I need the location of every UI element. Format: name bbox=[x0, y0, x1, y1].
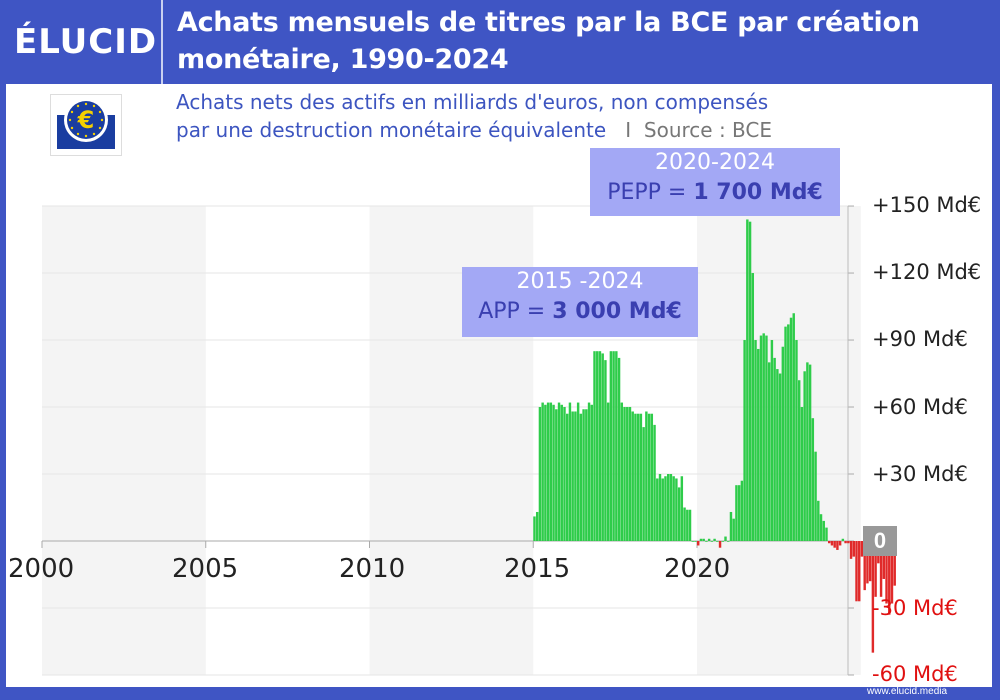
ecb-logo-icon: € bbox=[50, 94, 122, 156]
y-label-90: +90 Md€ bbox=[872, 327, 968, 351]
x-label-2010: 2010 bbox=[339, 554, 406, 584]
y-label-120: +120 Md€ bbox=[872, 260, 982, 284]
title-line-2: monétaire, 1990-2024 bbox=[177, 44, 509, 75]
chart-subtitle: Achats nets des actifs en milliards d'eu… bbox=[176, 88, 772, 144]
subtitle-line-1: Achats nets des actifs en milliards d'eu… bbox=[176, 90, 769, 114]
x-label-2020: 2020 bbox=[664, 554, 731, 584]
y-label-minus-60: -60 Md€ bbox=[872, 662, 958, 686]
y-label-150: +150 Md€ bbox=[872, 193, 982, 217]
x-label-2005: 2005 bbox=[172, 554, 239, 584]
y-label-30: +30 Md€ bbox=[872, 462, 968, 486]
annotation-app: 2015 -2024 APP = 3 000 Md€ bbox=[462, 267, 698, 337]
annotation-pepp: 2020-2024 PEPP = 1 700 Md€ bbox=[590, 148, 840, 216]
subtitle-line-2: par une destruction monétaire équivalent… bbox=[176, 118, 773, 142]
footer-url: www.elucid.media bbox=[867, 686, 948, 697]
y-label-zero: 0 bbox=[863, 526, 897, 556]
header-divider bbox=[161, 0, 163, 84]
x-label-2015: 2015 bbox=[504, 554, 571, 584]
svg-text:€: € bbox=[77, 106, 95, 134]
x-label-2000: 2000 bbox=[8, 554, 75, 584]
y-label-minus-30: -30 Md€ bbox=[872, 596, 958, 620]
elucid-logo: ÉLUCID bbox=[14, 22, 158, 62]
header-bar: ÉLUCID Achats mensuels de titres par la … bbox=[0, 0, 1000, 84]
page-title: Achats mensuels de titres par la BCE par… bbox=[177, 4, 997, 78]
source-label: Source : BCE bbox=[643, 118, 773, 142]
y-label-60: +60 Md€ bbox=[872, 395, 968, 419]
title-line-1: Achats mensuels de titres par la BCE par… bbox=[177, 7, 920, 38]
